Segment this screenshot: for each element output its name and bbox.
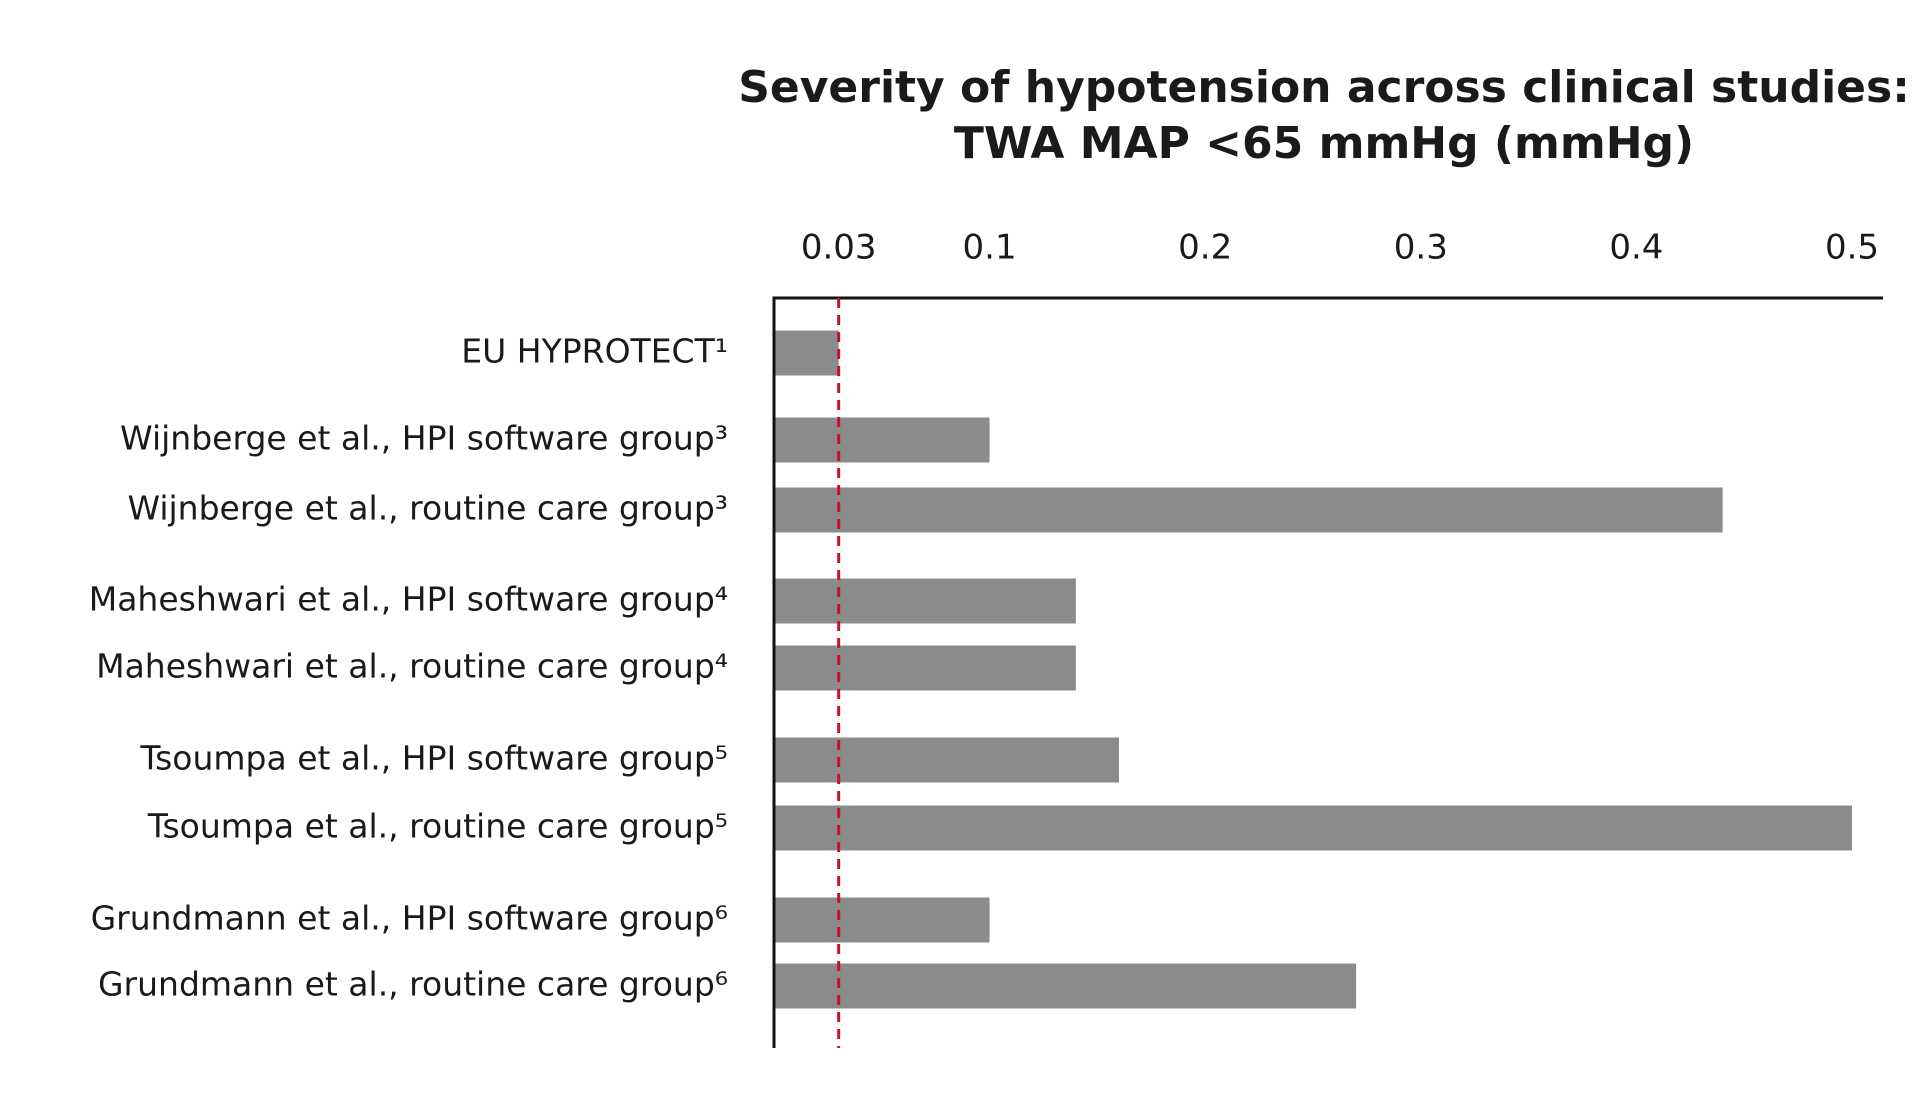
x-tick-label: 0.3 xyxy=(1394,228,1448,268)
x-tick-label: 0.5 xyxy=(1825,228,1879,268)
category-label: Tsoumpa et al., routine care group⁵ xyxy=(147,807,728,846)
bar xyxy=(774,963,1357,1009)
x-tick-label: 0.4 xyxy=(1609,228,1663,268)
chart-subtitle: TWA MAP <65 mmHg (mmHg) xyxy=(954,118,1694,169)
category-label: Grundmann et al., HPI software group⁶ xyxy=(91,899,728,938)
bar xyxy=(774,897,990,943)
bar xyxy=(774,737,1119,783)
bar xyxy=(774,487,1723,533)
x-tick-label: 0.1 xyxy=(963,228,1017,268)
bar xyxy=(774,645,1076,691)
bar xyxy=(774,330,839,376)
category-label: EU HYPROTECT¹ xyxy=(461,332,728,371)
bar xyxy=(774,417,990,463)
bar xyxy=(774,805,1852,851)
chart-title: Severity of hypotension across clinical … xyxy=(738,62,1910,113)
category-label: Grundmann et al., routine care group⁶ xyxy=(98,965,728,1004)
category-label: Wijnberge et al., routine care group³ xyxy=(127,489,728,528)
bar xyxy=(774,578,1076,624)
category-label: Wijnberge et al., HPI software group³ xyxy=(120,419,728,458)
category-label: Maheshwari et al., HPI software group⁴ xyxy=(89,580,728,619)
category-label: Tsoumpa et al., HPI software group⁵ xyxy=(139,739,728,778)
x-tick-label: 0.03 xyxy=(801,228,877,268)
category-label: Maheshwari et al., routine care group⁴ xyxy=(96,647,728,686)
x-tick-label: 0.2 xyxy=(1178,228,1232,268)
